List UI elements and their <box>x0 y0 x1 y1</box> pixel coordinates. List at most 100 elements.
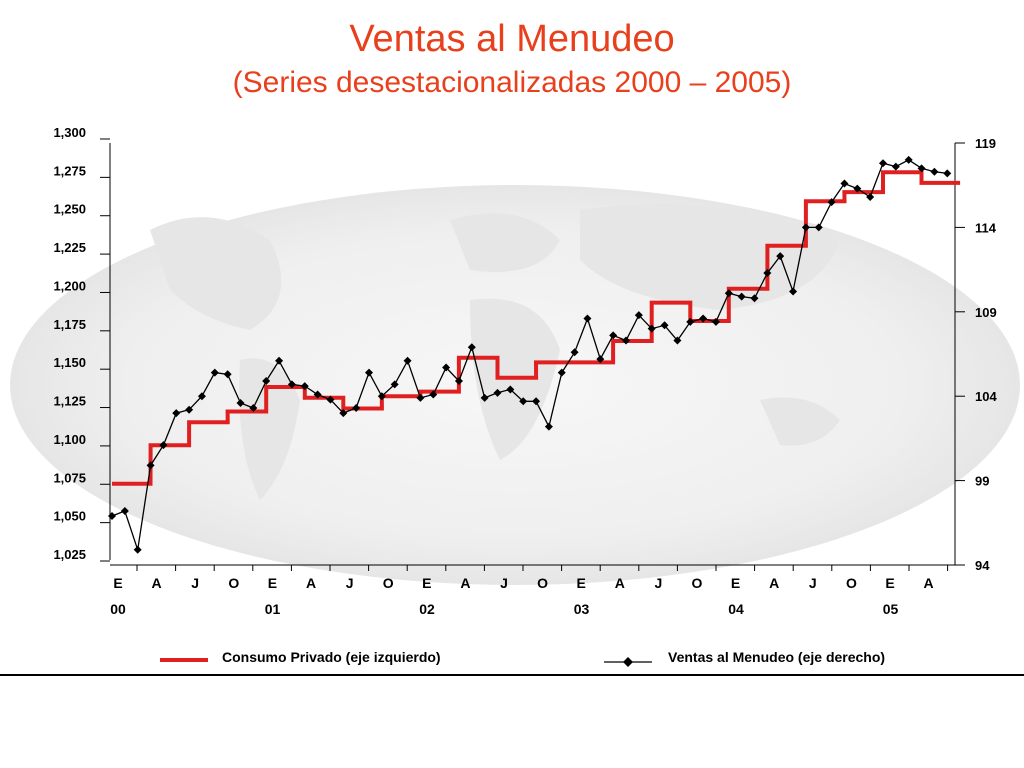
ventas-point <box>390 380 399 389</box>
left-tick-label: 1,200 <box>53 278 86 293</box>
chart-title: Ventas al Menudeo <box>349 18 675 60</box>
ventas-point <box>454 377 463 386</box>
ventas-point <box>416 393 425 402</box>
left-tick-label: 1,125 <box>53 394 86 409</box>
ventas-point <box>493 388 502 397</box>
left-tick-label: 1,100 <box>53 432 86 447</box>
ventas-point <box>879 159 887 168</box>
axes <box>109 143 956 566</box>
ventas-point <box>763 268 772 277</box>
x-month-label: E <box>885 575 894 591</box>
x-month-label: A <box>460 575 470 591</box>
x-month-label: A <box>152 575 162 591</box>
ventas-point <box>673 336 682 345</box>
legend-consumo-label: Consumo Privado (eje izquierdo) <box>222 649 441 665</box>
x-month-label: O <box>383 575 394 591</box>
ventas-point <box>544 422 553 431</box>
x-month-label: J <box>500 575 508 591</box>
ventas-point <box>262 377 271 386</box>
x-month-label: J <box>346 575 354 591</box>
ventas-point <box>287 380 296 389</box>
left-tick-label: 1,075 <box>53 470 86 485</box>
ventas-point <box>570 348 579 357</box>
ventas-point <box>711 317 720 326</box>
ventas-point <box>827 198 836 207</box>
x-month-label: O <box>228 575 239 591</box>
ventas-point <box>365 368 373 377</box>
left-tick-label: 1,300 <box>53 125 86 140</box>
ventas-point <box>108 512 116 521</box>
ventas-point <box>583 314 592 323</box>
ventas-point <box>313 390 322 399</box>
ventas-point <box>557 368 566 377</box>
ventas-point <box>737 292 746 301</box>
x-month-label: E <box>731 575 740 591</box>
ventas-point <box>377 392 386 401</box>
ventas-point <box>686 317 695 326</box>
ventas-point <box>930 167 939 176</box>
ventas-point <box>943 169 952 178</box>
ventas-point <box>300 382 309 391</box>
ventas-point <box>467 343 476 352</box>
ventas-point <box>223 370 232 379</box>
ventas-point <box>724 289 733 298</box>
ventas-point <box>917 164 926 173</box>
ventas-point <box>866 193 875 202</box>
x-year-label: 01 <box>265 601 281 617</box>
ventas-point <box>647 324 656 333</box>
ventas-point <box>634 311 643 320</box>
ventas-point <box>519 397 528 406</box>
legend: Consumo Privado (eje izquierdo) Ventas a… <box>160 649 885 667</box>
x-month-label: J <box>809 575 817 591</box>
x-month-label: E <box>268 575 277 591</box>
legend-ventas-marker <box>623 657 633 667</box>
ventas-point <box>609 331 618 340</box>
ventas-point <box>699 314 708 323</box>
ventas-point <box>429 390 438 399</box>
right-tick-label: 99 <box>975 474 989 489</box>
x-month-label: A <box>615 575 625 591</box>
ventas-point <box>904 155 913 164</box>
x-month-label: A <box>769 575 779 591</box>
x-month-label: A <box>306 575 316 591</box>
right-tick-label: 94 <box>975 558 990 573</box>
left-tick-label: 1,150 <box>53 355 86 370</box>
ventas-point <box>660 321 669 330</box>
x-month-label: J <box>191 575 199 591</box>
x-month-label: E <box>113 575 122 591</box>
x-year-label: 00 <box>110 601 126 617</box>
left-tick-label: 1,275 <box>53 163 86 178</box>
series-consumo-line <box>112 170 961 486</box>
ventas-point <box>789 287 798 296</box>
ventas-point <box>814 223 823 232</box>
left-tick-label: 1,050 <box>53 509 86 524</box>
x-month-label: O <box>692 575 703 591</box>
right-tick-label: 104 <box>975 389 997 404</box>
ventas-point <box>275 356 284 365</box>
ventas-point <box>236 398 245 407</box>
right-tick-label: 119 <box>975 136 996 151</box>
ventas-point <box>249 404 258 413</box>
ventas-point <box>197 392 206 401</box>
left-tick-label: 1,250 <box>53 202 86 217</box>
ventas-point <box>146 461 155 470</box>
x-year-label: 03 <box>574 601 590 617</box>
ventas-point <box>120 506 129 515</box>
x-month-label: O <box>846 575 857 591</box>
ventas-point <box>403 356 412 365</box>
ventas-point <box>750 294 759 303</box>
right-tick-label: 114 <box>975 220 997 235</box>
ventas-point <box>210 368 219 377</box>
x-month-label: O <box>537 575 548 591</box>
ventas-point <box>622 336 630 345</box>
ventas-point <box>506 385 515 394</box>
ventas-point <box>480 393 489 402</box>
legend-ventas-label: Ventas al Menudeo (eje derecho) <box>668 649 885 665</box>
right-tick-label: 109 <box>975 305 997 320</box>
x-year-label: 05 <box>883 601 899 617</box>
world-map-background <box>10 185 1020 585</box>
ventas-point <box>339 409 348 418</box>
x-month-label: J <box>655 575 663 591</box>
ventas-point <box>840 179 849 188</box>
ventas-point <box>326 395 335 404</box>
